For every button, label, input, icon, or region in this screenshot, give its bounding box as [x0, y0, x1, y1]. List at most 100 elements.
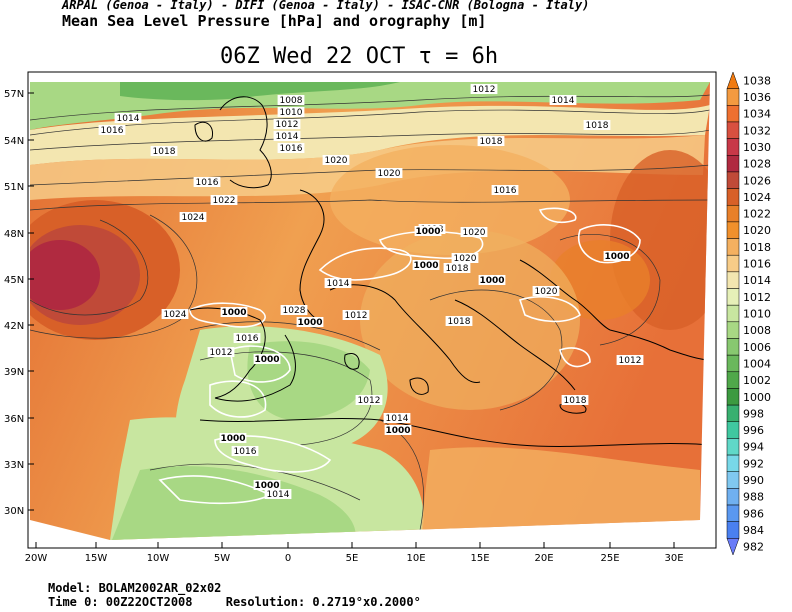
lon-label: 30E — [664, 553, 683, 564]
lon-label: 15E — [470, 553, 489, 564]
isobar-label: 1024 — [164, 310, 187, 320]
legend-swatch — [726, 155, 740, 173]
lat-label: 36N — [4, 414, 24, 425]
isobar-label: 1016 — [234, 447, 257, 457]
isobar-label: 1012 — [210, 348, 233, 358]
legend-label: 982 — [743, 541, 764, 554]
isobar-label: 1016 — [101, 126, 124, 136]
isobar-label: 1016 — [280, 144, 303, 154]
legend-label: 1012 — [743, 291, 771, 304]
isobar-label: 1020 — [463, 228, 486, 238]
legend-swatch — [726, 521, 740, 539]
legend-swatch — [726, 404, 740, 423]
isobar-label: 1000 — [413, 261, 438, 271]
lon-label: 5W — [214, 553, 230, 564]
lon-label: 10E — [406, 553, 425, 564]
lon-label: 10W — [147, 553, 170, 564]
isobar-label: 1018 — [448, 317, 471, 327]
isobar-label: 1000 — [254, 481, 279, 491]
legend-swatch — [726, 188, 740, 206]
isobar-label: 1018 — [564, 396, 587, 406]
legend-swatch — [726, 88, 740, 106]
isobar-label: 1028 — [283, 306, 306, 316]
coastlines — [189, 96, 710, 447]
legend-label: 1038 — [743, 74, 771, 87]
legend-swatch — [726, 138, 740, 156]
isobar-label: 1018 — [586, 121, 609, 131]
isobar-label: 1018 — [153, 147, 176, 157]
lat-label: 33N — [4, 460, 24, 471]
legend-swatch — [726, 121, 740, 139]
legend-swatch — [726, 105, 740, 123]
isobar-label: 1000 — [254, 355, 279, 365]
legend-label: 1014 — [743, 274, 771, 287]
legend-arrow-top — [726, 71, 740, 89]
isobar-label: 1000 — [604, 252, 629, 262]
isobar-labels: 1012 1014 1008 1010 1012 1014 1016 1014 1016 1018… — [98, 84, 644, 500]
isobar-label: 1022 — [213, 196, 236, 206]
legend-swatch — [726, 388, 740, 406]
isobar-label: 1020 — [535, 287, 558, 297]
lat-label: 30N — [4, 506, 24, 517]
isobar-label: 1014 — [327, 279, 350, 289]
resolution-value: Resolution: 0.2719°x0.2000° — [225, 595, 421, 609]
legend-label: 990 — [743, 474, 764, 487]
legend-label: 1008 — [743, 324, 771, 337]
latitude-axis: 57N 54N 51N 48N 45N 42N 39N 36N 33N 30N — [4, 89, 34, 517]
legend-label: 998 — [743, 407, 764, 420]
legend-label: 1006 — [743, 341, 771, 354]
legend-swatch — [726, 221, 740, 239]
legend-swatch — [726, 321, 740, 339]
lat-label: 57N — [4, 89, 24, 100]
legend-swatch — [726, 371, 740, 389]
lat-label: 51N — [4, 182, 24, 193]
isobar-label: 1014 — [117, 114, 140, 124]
legend-swatch — [726, 504, 740, 522]
isobar-label: 1000 — [415, 227, 440, 237]
isobar-label: 1000 — [220, 434, 245, 444]
legend-swatch — [726, 288, 740, 306]
legend-label: 1022 — [743, 208, 771, 221]
isobar-label: 1012 — [473, 85, 496, 95]
isobar-label: 1016 — [494, 186, 517, 196]
isobar-label: 1000 — [297, 318, 322, 328]
legend-label: 1034 — [743, 108, 771, 121]
isobar-label: 1014 — [276, 132, 299, 142]
legend-swatch — [726, 238, 740, 256]
isobar-label: 1000 — [479, 276, 504, 286]
isobar-label: 1018 — [480, 137, 503, 147]
lon-label: 0 — [285, 553, 291, 564]
legend-label: 1016 — [743, 258, 771, 271]
isobar-label: 1014 — [386, 414, 409, 424]
legend-label: 1026 — [743, 174, 771, 187]
legend-label: 986 — [743, 507, 764, 520]
lat-label: 48N — [4, 229, 24, 240]
map-title: 06Z Wed 22 OCT τ = 6h — [220, 44, 499, 69]
isobar-label: 1014 — [267, 490, 290, 500]
legend-label: 996 — [743, 424, 764, 437]
isobar-label: 1000 — [385, 426, 410, 436]
pressure-legend: 1038 1036 1034 1032 1030 1028 1026 1024 1022 1020… — [726, 71, 771, 556]
credits-line: ARPAL (Genoa - Italy) - DIFI (Genoa - It… — [62, 0, 590, 12]
pressure-field — [30, 82, 710, 540]
lon-label: 25E — [600, 553, 619, 564]
lat-label: 45N — [4, 275, 24, 286]
legend-label: 1036 — [743, 91, 771, 104]
isobar-label: 1012 — [619, 356, 642, 366]
lat-label: 39N — [4, 367, 24, 378]
isobar-label: 1016 — [236, 334, 259, 344]
lon-label: 5E — [346, 553, 359, 564]
legend-swatch — [726, 271, 740, 289]
isobar-label: 1016 — [196, 178, 219, 188]
lon-label: 20E — [534, 553, 553, 564]
isobar-label: 1024 — [182, 213, 205, 223]
isobar-label: 1012 — [358, 396, 381, 406]
legend-swatch — [726, 204, 740, 223]
legend-label: 1030 — [743, 141, 771, 154]
legend-swatch — [726, 438, 740, 456]
longitude-axis: 20W 15W 10W 5W 0 5E 10E 15E 20E 25E 30E — [25, 542, 684, 564]
legend-label: 1024 — [743, 191, 771, 204]
time-value: Time 0: 00Z22OCT2008 — [48, 595, 193, 609]
legend-label: 1002 — [743, 374, 771, 387]
isobar-label: 1018 — [446, 264, 469, 274]
